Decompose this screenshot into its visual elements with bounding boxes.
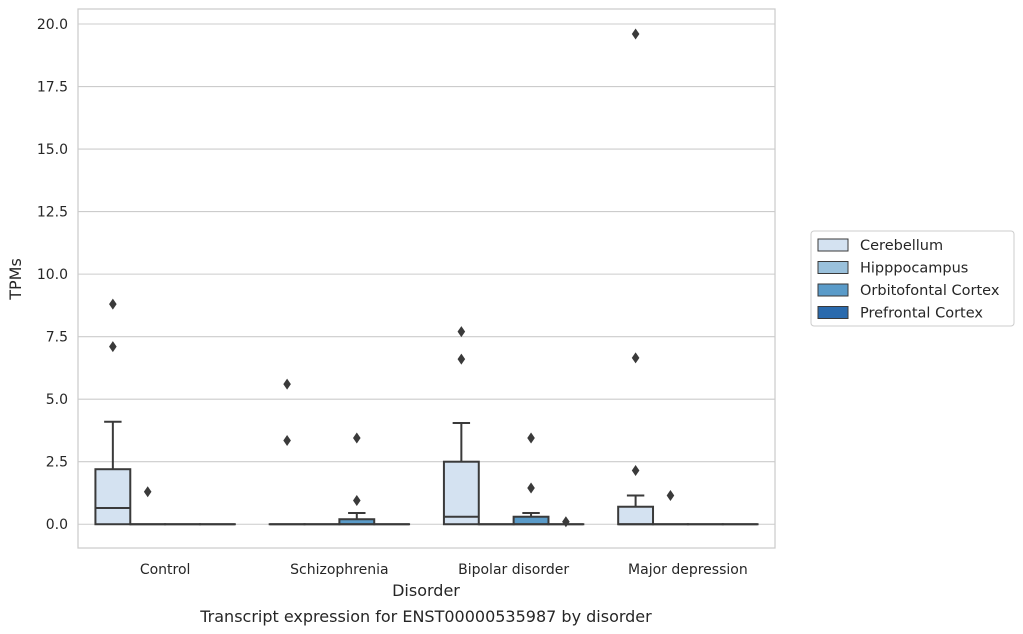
y-tick-label: 2.5 — [46, 455, 68, 471]
box-1-4 — [617, 28, 655, 526]
x-axis-label: Disorder — [392, 581, 460, 600]
legend-swatch — [817, 261, 849, 274]
box-body — [617, 505, 655, 526]
y-tick-label: 12.5 — [37, 205, 68, 221]
outlier-point — [353, 432, 361, 444]
legend-label: Cerebellum — [860, 238, 943, 254]
y-tick-label: 20.0 — [37, 17, 68, 33]
legend: Cerebellum Hipppocampus Orbitofontal Corte… — [810, 230, 1015, 327]
outlier-point — [562, 516, 570, 528]
box-2-4 — [652, 489, 689, 526]
y-tick-label: 15.0 — [37, 142, 68, 158]
legend-frame — [810, 230, 1015, 327]
x-tick-label: Bipolar disorder — [458, 562, 569, 578]
plot-frame — [77, 8, 776, 549]
outlier-point — [666, 489, 675, 501]
outlier-point — [631, 28, 640, 40]
y-gridlines — [78, 23, 775, 525]
legend-swatch — [817, 306, 849, 319]
y-tick-label: 10.0 — [37, 267, 68, 283]
x-tick-label: Control — [140, 562, 191, 578]
box-body — [94, 468, 132, 526]
legend-label: Hipppocampus — [860, 261, 968, 277]
outlier-point — [353, 494, 361, 506]
box-1-2 — [268, 378, 306, 526]
x-tick-label: Major depression — [628, 562, 748, 578]
outlier-point — [631, 464, 640, 476]
y-axis-label: TPMs — [6, 258, 25, 301]
outlier-point — [143, 486, 152, 498]
y-tick-label: 0.0 — [46, 517, 68, 533]
box-1-1 — [94, 298, 132, 526]
box-body — [512, 515, 550, 526]
x-tick-label: Schizophrenia — [290, 562, 388, 578]
x-tick-labels: Control Schizophrenia Bipolar disorder Majo… — [140, 562, 748, 578]
box-3-2 — [338, 432, 376, 526]
y-tick-labels: 0.0 2.5 5.0 7.5 10.0 12.5 15.0 17.5 20.0 — [37, 17, 68, 533]
outlier-point — [109, 298, 117, 310]
y-tick-label: 5.0 — [46, 392, 68, 408]
chart-caption: Transcript expression for ENST0000053598… — [199, 607, 652, 626]
y-tick-label: 7.5 — [46, 330, 68, 346]
box-2-1 — [129, 486, 167, 526]
outlier-point — [109, 341, 117, 353]
outlier-point — [527, 432, 535, 444]
outlier-point — [283, 434, 291, 446]
legend-label: Prefrontal Cortex — [860, 306, 983, 322]
outlier-point — [457, 353, 466, 365]
outlier-point — [283, 378, 291, 390]
box-series — [94, 28, 759, 528]
outlier-point — [631, 352, 640, 364]
outlier-point — [457, 326, 466, 338]
legend-swatch — [817, 283, 849, 297]
y-tick-label: 17.5 — [37, 80, 68, 96]
outlier-point — [527, 482, 535, 494]
box-body — [442, 460, 480, 526]
box-3-3 — [512, 432, 550, 526]
legend-swatch — [817, 238, 849, 252]
box-4-3 — [547, 516, 585, 528]
legend-label: Orbitofontal Cortex — [860, 283, 1000, 299]
box-1-3 — [442, 326, 480, 526]
